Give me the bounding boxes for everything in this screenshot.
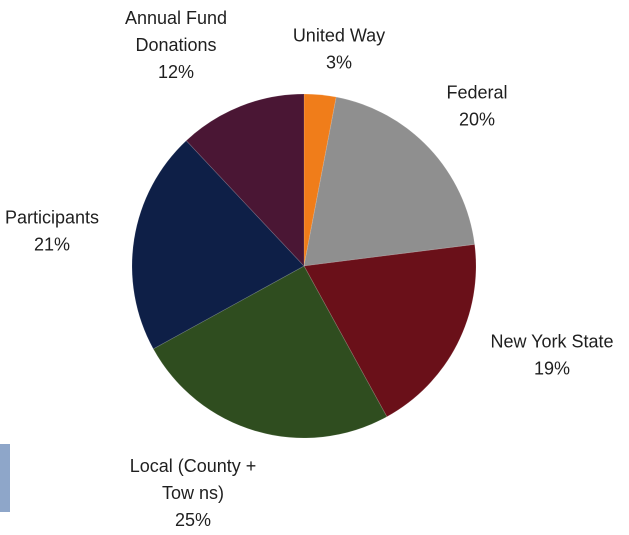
pie-label-line: Annual Fund <box>125 8 227 28</box>
pie-label-local-county-towns: Local (County + Tow ns) 25% <box>130 456 257 530</box>
pie-slice-federal <box>303 96 476 267</box>
pie-slice-new-york-state <box>303 243 477 418</box>
pie-label-line: New York State <box>490 331 613 351</box>
pie-label-line: Donations <box>135 35 216 55</box>
pie-label-line: 19% <box>534 358 570 378</box>
pie-labels: United Way 3% Federal 20% New York State 19% L… <box>5 8 614 530</box>
pie-label-new-york-state: New York State 19% <box>490 331 613 378</box>
pie-label-federal: Federal 20% <box>446 82 507 129</box>
pie-label-line: 12% <box>158 62 194 82</box>
pie-label-line: Tow ns) <box>162 483 224 503</box>
pie-slice-annual-fund-donations <box>185 93 305 268</box>
pie-label-line: 21% <box>34 234 70 254</box>
pie-label-line: United Way <box>293 25 385 45</box>
pie-label-line: 3% <box>326 52 352 72</box>
pie-label-line: 20% <box>459 109 495 129</box>
pie-label-annual-fund-donations: Annual Fund Donations 12% <box>125 8 227 82</box>
left-edge-artifact <box>0 444 10 512</box>
pie-label-united-way: United Way 3% <box>293 25 385 72</box>
pie-slice-participants <box>131 140 305 350</box>
pie-label-participants: Participants 21% <box>5 207 99 254</box>
pie-label-line: Participants <box>5 207 99 227</box>
pie-slice-local-county-towns <box>152 265 388 439</box>
pie-label-line: Local (County + <box>130 456 257 476</box>
pie-slice-united-way <box>303 93 337 267</box>
pie-label-line: Federal <box>446 82 507 102</box>
pie-label-line: 25% <box>175 510 211 530</box>
pie-slices <box>131 93 477 439</box>
